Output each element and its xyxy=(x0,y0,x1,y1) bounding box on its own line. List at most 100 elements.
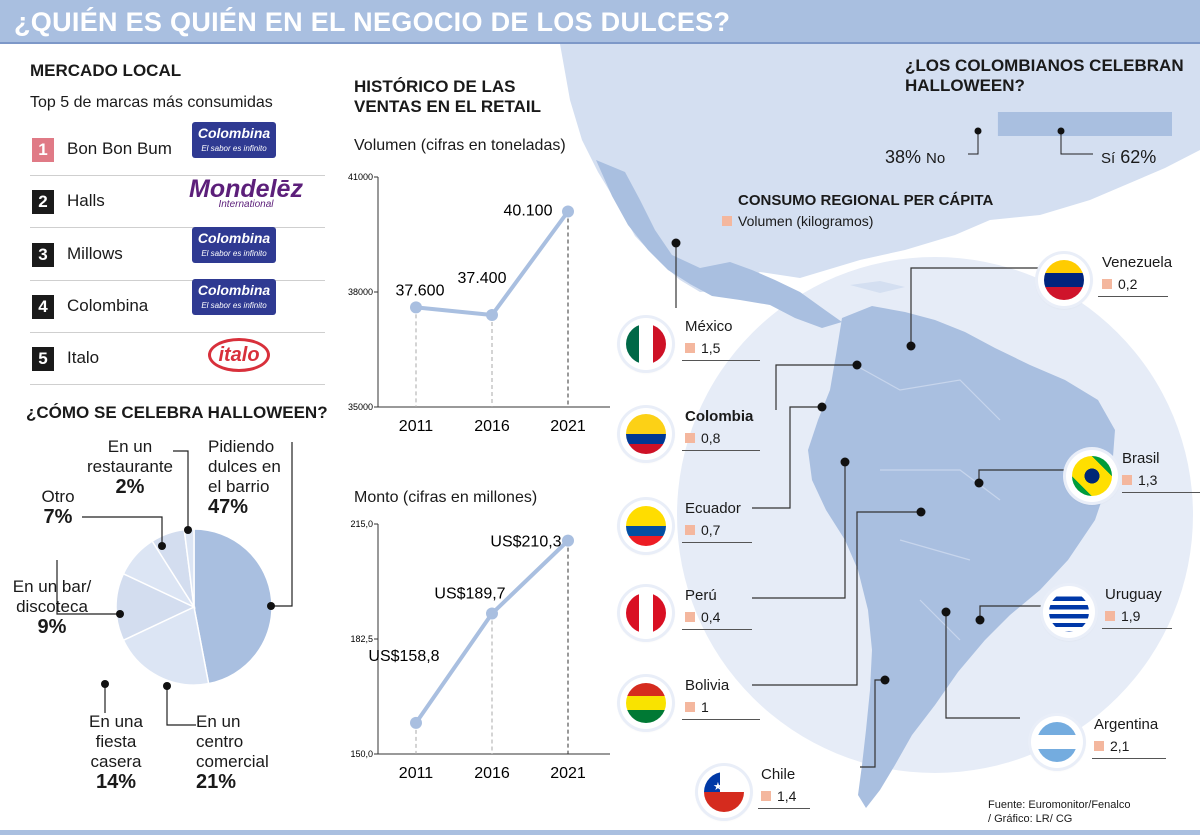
flag-icon xyxy=(626,324,666,364)
mondelez-logo: Mondelēz International xyxy=(189,175,303,210)
brand-row: 4 Colombina Colombina El sabor es infinito xyxy=(30,279,325,333)
colombina-logo: Colombina El sabor es infinito xyxy=(192,122,276,158)
pie-slice xyxy=(115,572,196,642)
value-swatch xyxy=(685,525,695,535)
pie-chart xyxy=(56,442,293,726)
country-name: Colombia xyxy=(685,408,754,425)
monto-title: Monto (cifras en millones) xyxy=(354,489,538,506)
data-label: US$189,7 xyxy=(434,586,505,603)
value-swatch xyxy=(685,612,695,622)
country-value-row: 1,3 xyxy=(1122,472,1157,488)
y-tick-label: 182,5 xyxy=(350,634,373,644)
brand-row: 2 Halls Mondelēz International xyxy=(30,176,325,228)
flag-badge: ★ xyxy=(698,766,750,818)
rank-badge: 3 xyxy=(32,243,54,267)
flag-icon xyxy=(626,414,666,454)
flag-icon xyxy=(626,593,666,633)
no-dot xyxy=(974,127,982,135)
brand-name: Colombina xyxy=(67,296,149,315)
flag-icon xyxy=(1037,722,1077,762)
colombina-logo: Colombina El sabor es infinito xyxy=(192,279,276,315)
y-tick-label: 35000 xyxy=(348,402,373,412)
pie-leader-dot xyxy=(267,602,275,610)
brand-row: 5 Italo italo xyxy=(30,333,325,385)
brand-name: Bon Bon Bum xyxy=(67,139,172,158)
north-america-shape xyxy=(560,44,1200,292)
y-tick-label: 150,0 xyxy=(350,749,373,759)
value-underline xyxy=(682,542,752,543)
pie-leader-line xyxy=(173,450,189,530)
pie-label-bar: En un bar/ discoteca 9% xyxy=(12,577,92,638)
data-point xyxy=(410,301,422,314)
country-name: Ecuador xyxy=(685,500,741,517)
legend-swatch xyxy=(722,216,732,226)
x-tick-label: 2011 xyxy=(399,418,434,435)
value-swatch xyxy=(1094,741,1104,751)
value-swatch xyxy=(1102,279,1112,289)
pie-leader-dot xyxy=(116,610,124,618)
flag-badge xyxy=(620,318,672,370)
mercado-heading: MERCADO LOCAL xyxy=(30,61,182,80)
flag-badge xyxy=(1066,450,1118,502)
pie-leader-line xyxy=(271,442,293,607)
pie-slice xyxy=(193,528,273,685)
x-tick-label: 2016 xyxy=(474,418,510,435)
si-leader xyxy=(1060,132,1093,155)
brand-name: Italo xyxy=(67,348,100,367)
country-borders xyxy=(854,364,1001,641)
pie-label-centro: En un centro comercial 21% xyxy=(196,712,269,793)
italo-logo: italo xyxy=(208,338,270,372)
value-underline xyxy=(1122,492,1200,493)
country-value-row: 0,8 xyxy=(685,430,720,446)
rank-badge: 1 xyxy=(32,138,54,162)
pie-label-barrio: Pidiendo dulces en el barrio 47% xyxy=(208,437,281,518)
pie-leader-line xyxy=(166,686,196,726)
country-value: 0,8 xyxy=(701,430,721,446)
brand-name: Halls xyxy=(67,191,105,210)
country-value-row: 1,5 xyxy=(685,340,720,356)
country-name: Brasil xyxy=(1122,450,1160,467)
value-underline xyxy=(1098,296,1168,297)
pie-leader-dot xyxy=(158,542,166,550)
pie-label-otro: Otro 7% xyxy=(41,487,75,528)
country-value: 1,9 xyxy=(1121,608,1141,624)
star-icon: ★ xyxy=(713,781,723,793)
pie-leader-dot xyxy=(101,680,109,688)
si-label: Sí 62% xyxy=(1101,147,1157,167)
x-tick-label: 2011 xyxy=(399,765,434,782)
y-tick-label: 41000 xyxy=(348,172,373,182)
country-name: Argentina xyxy=(1094,716,1159,733)
flag-badge xyxy=(1031,716,1083,768)
value-underline xyxy=(682,629,752,630)
value-underline xyxy=(682,450,760,451)
country-value-row: 1 xyxy=(685,699,709,715)
page-title: ¿QUIÉN ES QUIÉN EN EL NEGOCIO DE LOS DUL… xyxy=(14,7,731,37)
source-note: Fuente: Euromonitor/Fenalco / Gráfico: L… xyxy=(988,799,1131,825)
country-value: 1,3 xyxy=(1138,472,1158,488)
brand-name: Millows xyxy=(67,244,123,263)
rank-badge: 5 xyxy=(32,347,54,371)
country-value: 0,4 xyxy=(701,609,721,625)
brand-row: 3 Millows Colombina El sabor es infinito xyxy=(30,227,325,281)
flag-icon xyxy=(626,506,666,546)
value-swatch xyxy=(1105,611,1115,621)
flag-badge xyxy=(620,500,672,552)
map-dots xyxy=(671,238,985,685)
x-tick-label: 2016 xyxy=(474,765,510,782)
caribbean-shape xyxy=(850,281,905,293)
monto-line-chart: 215,0 182,5 150,0 2011 2016 2021 US$158,8 US$18… xyxy=(350,519,610,782)
y-tick-label: 215,0 xyxy=(350,519,373,529)
data-point xyxy=(486,309,498,321)
value-underline xyxy=(758,808,810,809)
value-swatch xyxy=(685,343,695,353)
pie-label-fiesta: En una fiesta casera 14% xyxy=(89,712,143,793)
no-label: 38% No xyxy=(885,147,946,167)
flag-badge xyxy=(1038,254,1090,306)
flag-icon xyxy=(1072,456,1112,496)
country-value-row: 2,1 xyxy=(1094,738,1129,754)
flag-badge xyxy=(620,677,672,729)
value-underline xyxy=(1102,628,1172,629)
flag-icon xyxy=(626,683,666,723)
pie-slice xyxy=(122,605,210,686)
